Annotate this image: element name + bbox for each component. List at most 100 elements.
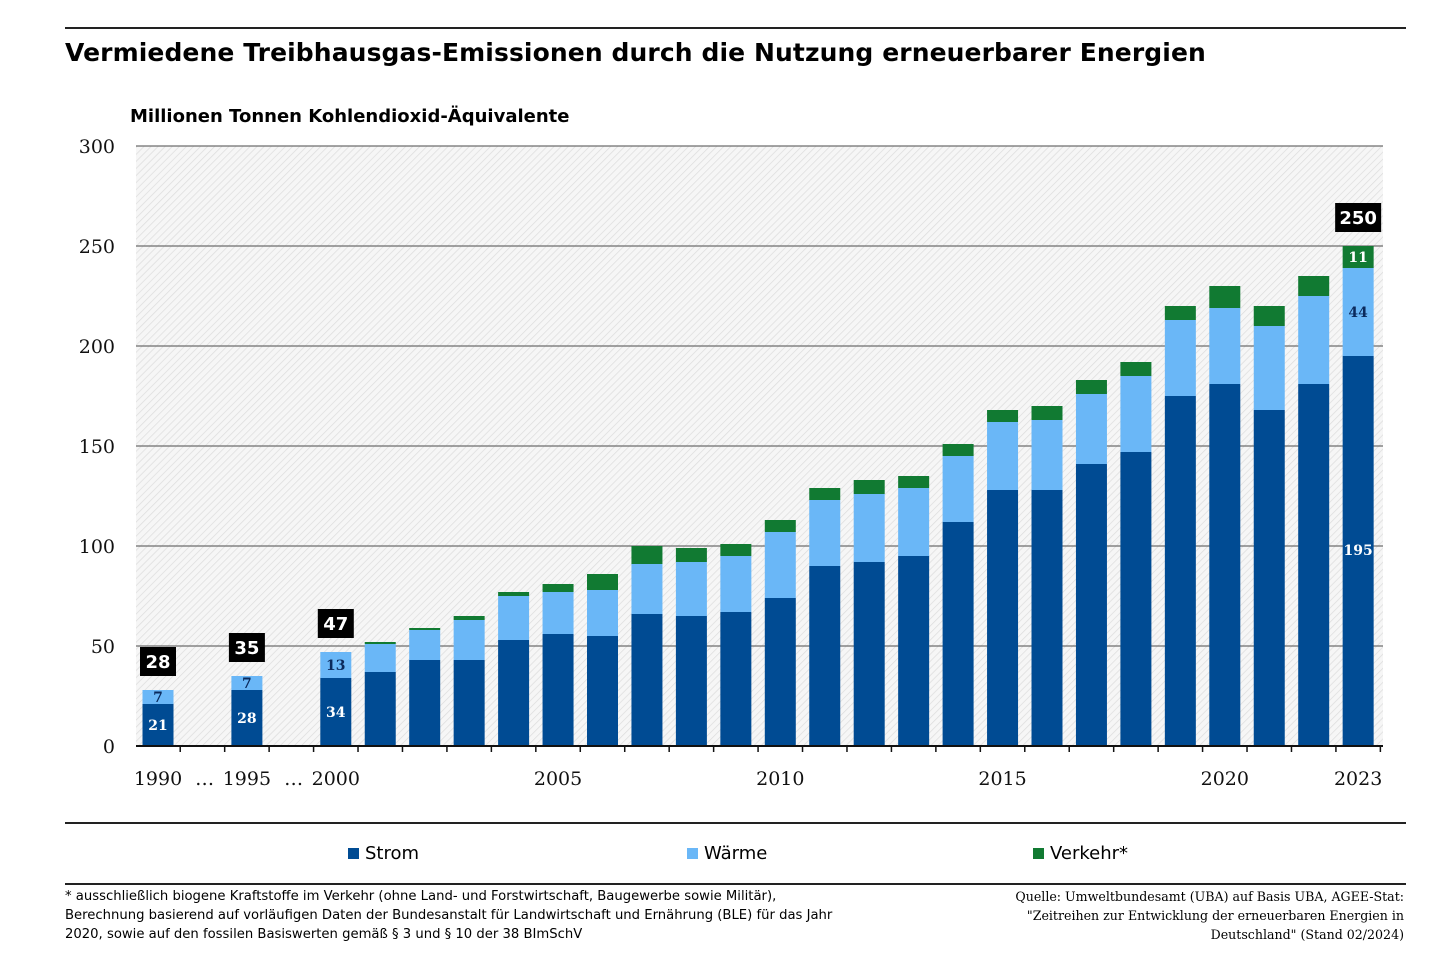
legend-label-strom: Strom	[365, 843, 420, 864]
bar-waerme-2015	[987, 422, 1019, 490]
bar-waerme-2000	[320, 652, 352, 678]
x-tick-label: 2010	[756, 768, 804, 790]
total-label-box	[317, 609, 354, 638]
bar-strom-2000	[320, 678, 352, 746]
bar-strom-2018	[1120, 452, 1152, 746]
bar-waerme-2013	[898, 488, 930, 556]
total-label-text: 250	[1339, 208, 1377, 229]
y-tick-label: 50	[91, 636, 115, 658]
bar-waerme-2003	[453, 620, 485, 660]
x-tick-label: 2020	[1201, 768, 1249, 790]
bar-strom-2010	[764, 598, 796, 746]
x-tick-label: 2005	[534, 768, 582, 790]
segment-label: 7	[242, 676, 252, 692]
bar-verkehr-2008	[675, 548, 707, 562]
top-rule	[65, 27, 1406, 29]
bar-verkehr-2011	[809, 488, 841, 500]
bar-strom-2021	[1253, 410, 1285, 746]
x-tick-label: 1995	[223, 768, 271, 790]
footnote: * ausschließlich biogene Kraftstoffe im …	[65, 889, 833, 942]
bar-verkehr-2002	[409, 628, 441, 630]
segment-label: 13	[326, 658, 345, 674]
y-tick-label: 0	[103, 736, 115, 758]
bar-strom-2011	[809, 566, 841, 746]
legend-swatch-verkehr	[1033, 848, 1044, 859]
chart-title: Vermiedene Treibhausgas-Emissionen durch…	[65, 38, 1206, 67]
bar-strom-2002	[409, 660, 441, 746]
y-tick-label: 250	[79, 236, 115, 258]
bar-waerme-2019	[1164, 320, 1196, 396]
bar-waerme-2005	[542, 592, 574, 634]
bar-strom-2023	[1342, 356, 1374, 746]
total-label-2023: 250	[1335, 203, 1382, 232]
bar-strom-2014	[942, 522, 974, 746]
bar-verkehr-2012	[853, 480, 885, 494]
y-tick-label: 300	[79, 136, 115, 158]
bar-verkehr-2010	[764, 520, 796, 532]
bar-strom-2008	[675, 616, 707, 746]
bar-waerme-2006	[587, 590, 618, 636]
x-tick-label: …	[195, 768, 214, 790]
bar-strom-2022	[1298, 384, 1330, 746]
bar-verkehr-2019	[1164, 306, 1196, 320]
x-tick-label: …	[284, 768, 303, 790]
bar-strom-2001	[364, 672, 396, 746]
bar-verkehr-2018	[1120, 362, 1152, 376]
total-label-text: 47	[323, 614, 348, 635]
bar-waerme-2011	[809, 500, 841, 566]
bar-strom-2020	[1209, 384, 1241, 746]
bar-verkehr-2003	[453, 616, 485, 620]
legend-swatch-waerme	[687, 848, 698, 859]
bar-waerme-2023	[1342, 268, 1374, 356]
bar-strom-2006	[587, 636, 618, 746]
bar-strom-2016	[1031, 490, 1063, 746]
bar-verkehr-2015	[987, 410, 1019, 422]
bar-strom-2009	[720, 612, 752, 746]
bar-verkehr-2001	[364, 642, 396, 644]
bar-waerme-1995	[231, 676, 263, 690]
legend-swatch-strom	[348, 848, 359, 859]
segment-label: 28	[237, 711, 256, 727]
y-tick-label: 100	[79, 536, 115, 558]
bar-strom-2004	[498, 640, 530, 746]
bar-strom-2007	[631, 614, 663, 746]
bar-verkehr-2020	[1209, 286, 1241, 308]
legend-bottom-rule	[65, 883, 1406, 885]
total-label-box	[140, 647, 176, 676]
bar-verkehr-2014	[942, 444, 974, 456]
segment-label: 34	[326, 705, 346, 721]
bar-verkehr-2022	[1298, 276, 1330, 296]
bar-waerme-2021	[1253, 326, 1285, 410]
segment-label: 195	[1344, 543, 1373, 559]
bar-verkehr-2005	[542, 584, 574, 592]
bar-verkehr-2013	[898, 476, 930, 488]
bar-waerme-2017	[1075, 394, 1107, 464]
bar-waerme-2018	[1120, 376, 1152, 452]
bar-verkehr-2021	[1253, 306, 1285, 326]
total-label-box	[228, 633, 265, 662]
y-tick-label: 200	[79, 336, 115, 358]
legend-label-verkehr: Verkehr*	[1050, 843, 1129, 864]
bar-waerme-2010	[764, 532, 796, 598]
bar-strom-2003	[453, 660, 485, 746]
bar-waerme-2014	[942, 456, 974, 522]
legend-top-rule	[65, 822, 1406, 824]
bar-waerme-2016	[1031, 420, 1063, 490]
bar-waerme-1990	[142, 690, 174, 704]
bar-waerme-2001	[364, 644, 396, 672]
x-tick-label: 1990	[134, 768, 182, 790]
bar-verkehr-2007	[631, 546, 663, 564]
x-tick-label: 2023	[1334, 768, 1382, 790]
y-axis-label: Millionen Tonnen Kohlendioxid-Äquivalent…	[130, 106, 570, 127]
legend-verkehr: Verkehr*	[1033, 843, 1128, 864]
bar-waerme-2008	[675, 562, 707, 616]
bar-chart: 0 50 100 150 200 250 300 21 7 28 7 34 13 195 44 11 28 3…	[79, 136, 1383, 790]
total-label-1995: 35	[228, 633, 265, 662]
bar-verkehr-2017	[1075, 380, 1107, 394]
x-tick-label: 2000	[312, 768, 360, 790]
legend-label-waerme: Wärme	[704, 843, 768, 864]
bar-verkehr-2009	[720, 544, 752, 556]
bar-verkehr-2004	[498, 592, 530, 596]
bar-waerme-2020	[1209, 308, 1241, 384]
y-tick-label: 150	[79, 436, 115, 458]
